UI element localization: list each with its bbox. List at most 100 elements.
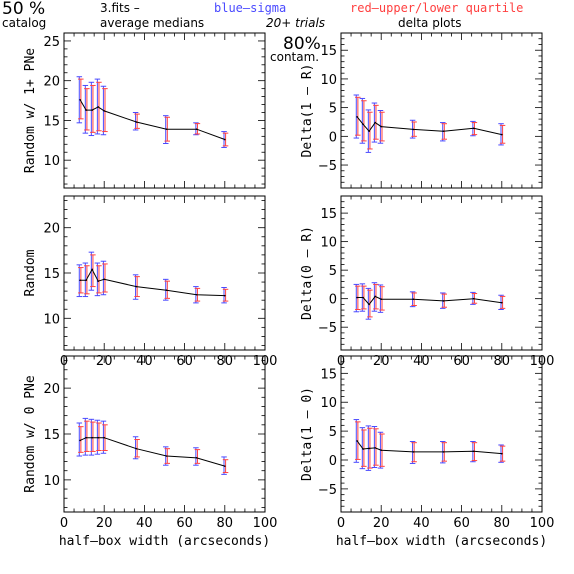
x-tick-label: 40	[136, 516, 153, 531]
y-tick-label: 10	[320, 73, 337, 88]
y-axis-label: Delta(1 – R)	[300, 64, 315, 158]
y-tick-label: 5	[329, 264, 337, 279]
data-point	[135, 285, 138, 288]
data-point	[368, 130, 370, 132]
x-tick-label: 80	[494, 516, 511, 531]
y-tick-label: 10	[43, 474, 60, 489]
x-axis-label: half–box width (arcseconds)	[336, 534, 547, 549]
header-blue-sigma: blue–sigma	[214, 1, 286, 15]
x-tick-label: 60	[453, 516, 470, 531]
data-point	[97, 436, 99, 439]
data-point	[195, 293, 198, 296]
data-point	[103, 110, 105, 112]
header-red-quartile: red–upper/lower quartile	[350, 1, 523, 15]
y-tick-label: 10	[320, 396, 337, 411]
data-point	[362, 296, 364, 299]
median-line	[357, 295, 502, 306]
data-point	[85, 279, 87, 282]
data-point	[224, 294, 226, 297]
y-tick-label: 0	[329, 454, 337, 469]
data-point	[472, 127, 475, 130]
median-line	[80, 268, 225, 297]
plot-frame	[340, 195, 543, 351]
data-point	[135, 447, 138, 450]
data-point	[412, 128, 415, 131]
header-contam-percent: 80%	[283, 34, 321, 54]
x-tick-label: 60	[176, 516, 193, 531]
x-tick-label: 100	[253, 516, 278, 531]
y-axis-label: Random	[23, 249, 38, 296]
median-line	[356, 116, 502, 136]
data-point	[135, 121, 138, 123]
y-tick-label: 15	[43, 267, 60, 282]
data-point	[472, 450, 475, 453]
y-axis-label: Delta(1 – 0)	[300, 387, 315, 481]
y-tick-label: 20	[43, 75, 60, 90]
y-tick-label: 5	[329, 102, 337, 117]
data-point	[165, 128, 168, 130]
plot-frame	[340, 32, 543, 189]
data-point	[91, 436, 93, 439]
data-point	[374, 121, 376, 124]
x-tick-label: 80	[217, 516, 234, 531]
data-point	[412, 298, 415, 301]
y-tick-label: −5	[318, 159, 337, 174]
data-point	[356, 440, 358, 442]
data-point	[374, 447, 376, 449]
data-point	[85, 109, 87, 111]
y-tick-label: −5	[318, 483, 337, 498]
x-tick-label: 20	[96, 516, 113, 531]
data-point	[91, 268, 93, 271]
data-point	[380, 125, 383, 128]
y-tick-label: 0	[329, 293, 337, 308]
y-tick-label: 15	[43, 428, 60, 443]
data-point	[501, 133, 503, 136]
y-tick-label: 15	[320, 207, 337, 222]
header-percent: 50 %	[2, 0, 45, 19]
y-tick-label: 15	[43, 114, 60, 129]
data-point	[103, 436, 105, 439]
data-point	[91, 109, 93, 111]
data-point	[79, 439, 81, 442]
data-point	[195, 128, 198, 130]
data-point	[195, 457, 198, 459]
header-catalog: catalog	[2, 16, 46, 30]
plot-frame	[63, 32, 266, 189]
data-point	[224, 465, 226, 467]
data-point	[442, 130, 445, 132]
data-point	[442, 451, 445, 453]
header-fits: 3.fits –	[100, 1, 140, 15]
data-point	[103, 278, 105, 281]
x-tick-label: 0	[337, 516, 345, 531]
plot-frame	[340, 355, 543, 513]
data-point	[97, 106, 99, 108]
data-point	[85, 436, 87, 439]
panel-left-bottom: 10 15 20 0 20 40 60 80 100 Random w/ 0 PNe half–bo…	[23, 355, 278, 549]
y-axis-label: Random w/ 1+ PNe	[23, 48, 38, 173]
median-line	[79, 437, 225, 467]
data-point	[362, 448, 364, 450]
data-point	[380, 298, 383, 301]
data-point	[356, 116, 358, 118]
y-tick-label: 10	[320, 236, 337, 251]
median-line	[356, 440, 502, 455]
y-tick-label: 0	[329, 130, 337, 145]
header-trials: 20+ trials	[266, 16, 325, 30]
data-point	[380, 449, 383, 451]
y-tick-label: 10	[43, 312, 60, 327]
y-tick-label: 5	[329, 425, 337, 440]
header-delta-plots: delta plots	[398, 16, 461, 30]
data-point	[224, 138, 226, 141]
x-axis-label: half–box width (arcseconds)	[59, 534, 270, 549]
data-point	[356, 296, 358, 299]
y-tick-label: −5	[318, 321, 337, 336]
data-point	[412, 451, 415, 453]
header-average-medians: average medians	[100, 16, 204, 30]
data-point	[362, 123, 364, 126]
y-tick-label: 20	[43, 382, 60, 397]
y-tick-label: 10	[43, 154, 60, 169]
data-point	[472, 297, 475, 300]
panel-right-bottom: −5 0 5 10 15 0 20 40 60 80 100 Delta(1 – 0) half–box…	[300, 355, 554, 549]
